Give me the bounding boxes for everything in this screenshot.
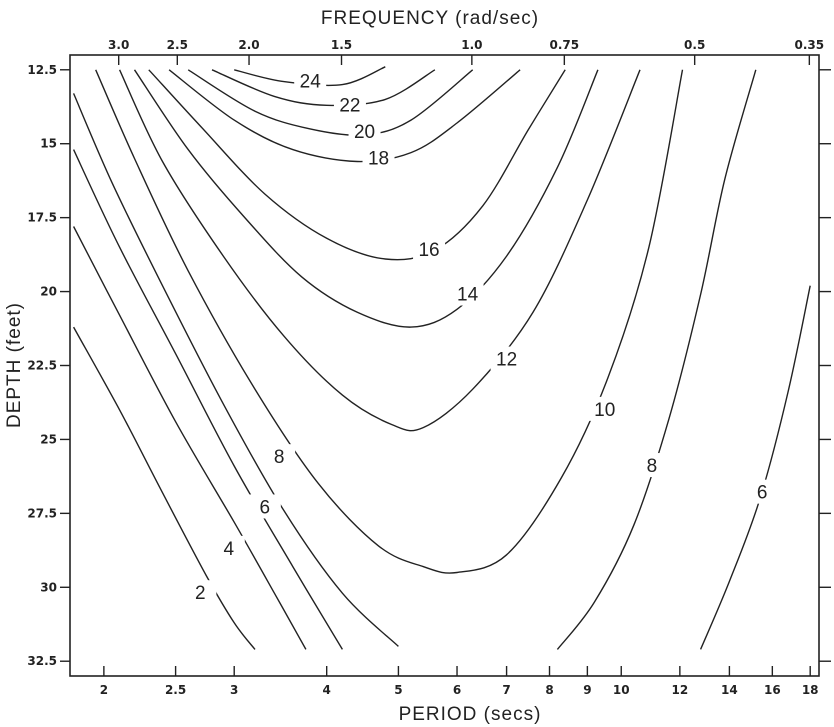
- contour-label-bg: [413, 237, 446, 262]
- contour-label-2: 2: [195, 583, 206, 604]
- contour-label-bg: [212, 535, 245, 560]
- x-tick-label-0: 2: [100, 683, 108, 697]
- contour-label-bg: [294, 68, 327, 93]
- contour-label-8: 8: [647, 456, 658, 477]
- contour-label-bg: [263, 444, 296, 469]
- contour-label-bg: [333, 92, 366, 117]
- contour-label-6: 6: [260, 497, 271, 518]
- contour-label-4: 4: [224, 539, 235, 560]
- contour-label-bg: [248, 494, 281, 519]
- contour-label-6: 6: [757, 483, 768, 504]
- contour-label-bg: [348, 118, 381, 143]
- top-tick-label-2: 2.0: [238, 38, 259, 52]
- top-tick-label-4: 1.0: [461, 38, 482, 52]
- contour-label-14: 14: [457, 285, 479, 306]
- y-tick-label-6: 27.5: [27, 506, 57, 520]
- contour-label-8: 8: [274, 447, 285, 468]
- top-tick-label-6: 0.5: [684, 38, 705, 52]
- contour-line-20: [187, 69, 474, 136]
- contour-label-bg: [362, 145, 395, 170]
- x-tick-label-12: 16: [764, 683, 781, 697]
- x-tick-label-8: 9: [583, 683, 591, 697]
- y-axis-title: DEPTH (feet): [4, 302, 25, 428]
- x-tick-label-11: 14: [721, 683, 738, 697]
- contour-label-16: 16: [418, 240, 439, 261]
- y-tick-label-1: 15: [40, 137, 57, 151]
- contour-line-4: [72, 226, 307, 650]
- contour-label-layer: 24 22 20 18 16 14 12 10 8 8 6 6 4 2: [184, 68, 779, 605]
- top-tick-label-7: 0.35: [795, 38, 825, 52]
- x-tick-label-10: 12: [671, 683, 688, 697]
- y-tick-label-7: 30: [40, 580, 57, 594]
- contour-label-12: 12: [496, 350, 517, 371]
- contour-label-20: 20: [354, 122, 375, 143]
- x-tick-label-6: 7: [502, 683, 510, 697]
- contour-label-bg: [746, 479, 779, 504]
- x-tick-label-5: 6: [453, 683, 461, 697]
- contour-label-10: 10: [594, 400, 615, 421]
- contour-line-14: [133, 69, 599, 328]
- contour-label-bg: [490, 346, 523, 371]
- tick-layer: 2 2.5 3 4 5 6 7 8 9 10 12 14 16 183.0 2.5 2.0 1.5 1.0 0.75…: [27, 38, 831, 697]
- contour-label-bg: [451, 281, 484, 306]
- x-axis-title: PERIOD (secs): [399, 704, 542, 725]
- contour-line-22: [211, 69, 436, 107]
- x-tick-label-3: 4: [323, 683, 331, 697]
- top-tick-label-5: 0.75: [550, 38, 580, 52]
- contour-line-18: [168, 69, 521, 163]
- x-tick-label-13: 18: [802, 683, 819, 697]
- contour-line-6: [699, 285, 811, 650]
- x-tick-label-2: 3: [230, 683, 238, 697]
- y-tick-label-2: 17.5: [27, 211, 57, 225]
- x-tick-label-7: 8: [545, 683, 553, 697]
- contour-label-22: 22: [339, 95, 360, 116]
- contour-line-12: [118, 69, 641, 432]
- contour-label-bg: [635, 453, 668, 478]
- y-tick-label-0: 12.5: [27, 63, 57, 77]
- top-axis-title: FREQUENCY (rad/sec): [321, 8, 539, 29]
- contour-line-8: [72, 93, 399, 647]
- top-tick-label-0: 3.0: [108, 38, 129, 52]
- contour-label-bg: [184, 580, 217, 605]
- contour-line-2: [72, 326, 256, 650]
- contour-label-18: 18: [368, 149, 389, 170]
- y-tick-label-3: 20: [40, 285, 57, 299]
- contour-layer: [72, 66, 811, 650]
- contour-line-10: [95, 69, 684, 574]
- contour-label-24: 24: [300, 72, 322, 93]
- x-tick-label-9: 10: [613, 683, 630, 697]
- contour-line-16: [148, 69, 566, 261]
- y-tick-label-5: 25: [40, 432, 57, 446]
- contour-line-6: [72, 149, 343, 650]
- contour-line-8: [556, 69, 757, 650]
- y-tick-label-4: 22.5: [27, 359, 57, 373]
- y-tick-label-8: 32.5: [27, 654, 57, 668]
- top-tick-label-1: 2.5: [167, 38, 188, 52]
- contour-label-bg: [588, 396, 621, 421]
- x-tick-label-4: 5: [394, 683, 402, 697]
- x-tick-label-1: 2.5: [165, 683, 186, 697]
- top-tick-label-3: 1.5: [331, 38, 352, 52]
